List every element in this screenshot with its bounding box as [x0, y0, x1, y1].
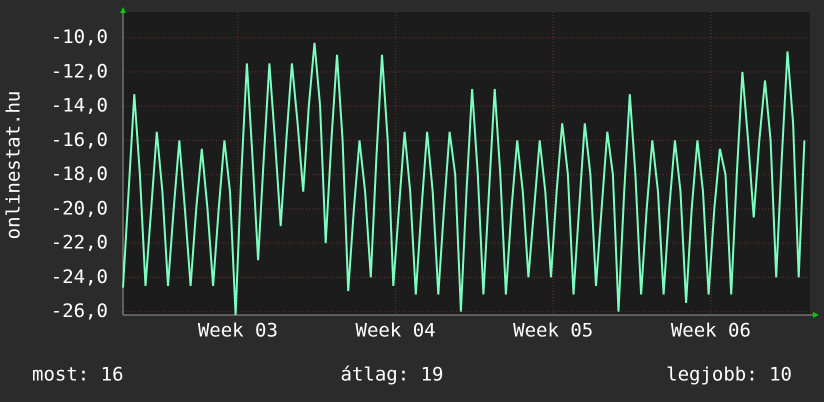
y-tick-label: -14,0 — [51, 95, 108, 117]
y-tick-label: -24,0 — [51, 266, 108, 288]
y-tick-label: -12,0 — [51, 60, 108, 82]
data-line — [122, 42, 806, 316]
y-tick-label: -10,0 — [51, 26, 108, 48]
x-tick-label: Week 06 — [671, 320, 751, 342]
axis-arrow — [813, 312, 819, 318]
x-tick-label: Week 04 — [356, 320, 436, 342]
stat-text: átlag: 19 — [341, 364, 444, 386]
y-tick-label: -18,0 — [51, 163, 108, 185]
stat-text: most: 16 — [32, 364, 124, 386]
x-tick-label: Week 05 — [513, 320, 593, 342]
y-tick-label: -26,0 — [51, 300, 108, 322]
y-tick-label: -20,0 — [51, 197, 108, 219]
y-axis-label: onlinestat.hu — [3, 91, 25, 240]
axis-arrow — [120, 7, 126, 13]
stat-text: legjobb: 10 — [666, 364, 792, 386]
y-tick-label: -22,0 — [51, 232, 108, 254]
y-tick-label: -16,0 — [51, 129, 108, 151]
x-tick-label: Week 03 — [198, 320, 278, 342]
